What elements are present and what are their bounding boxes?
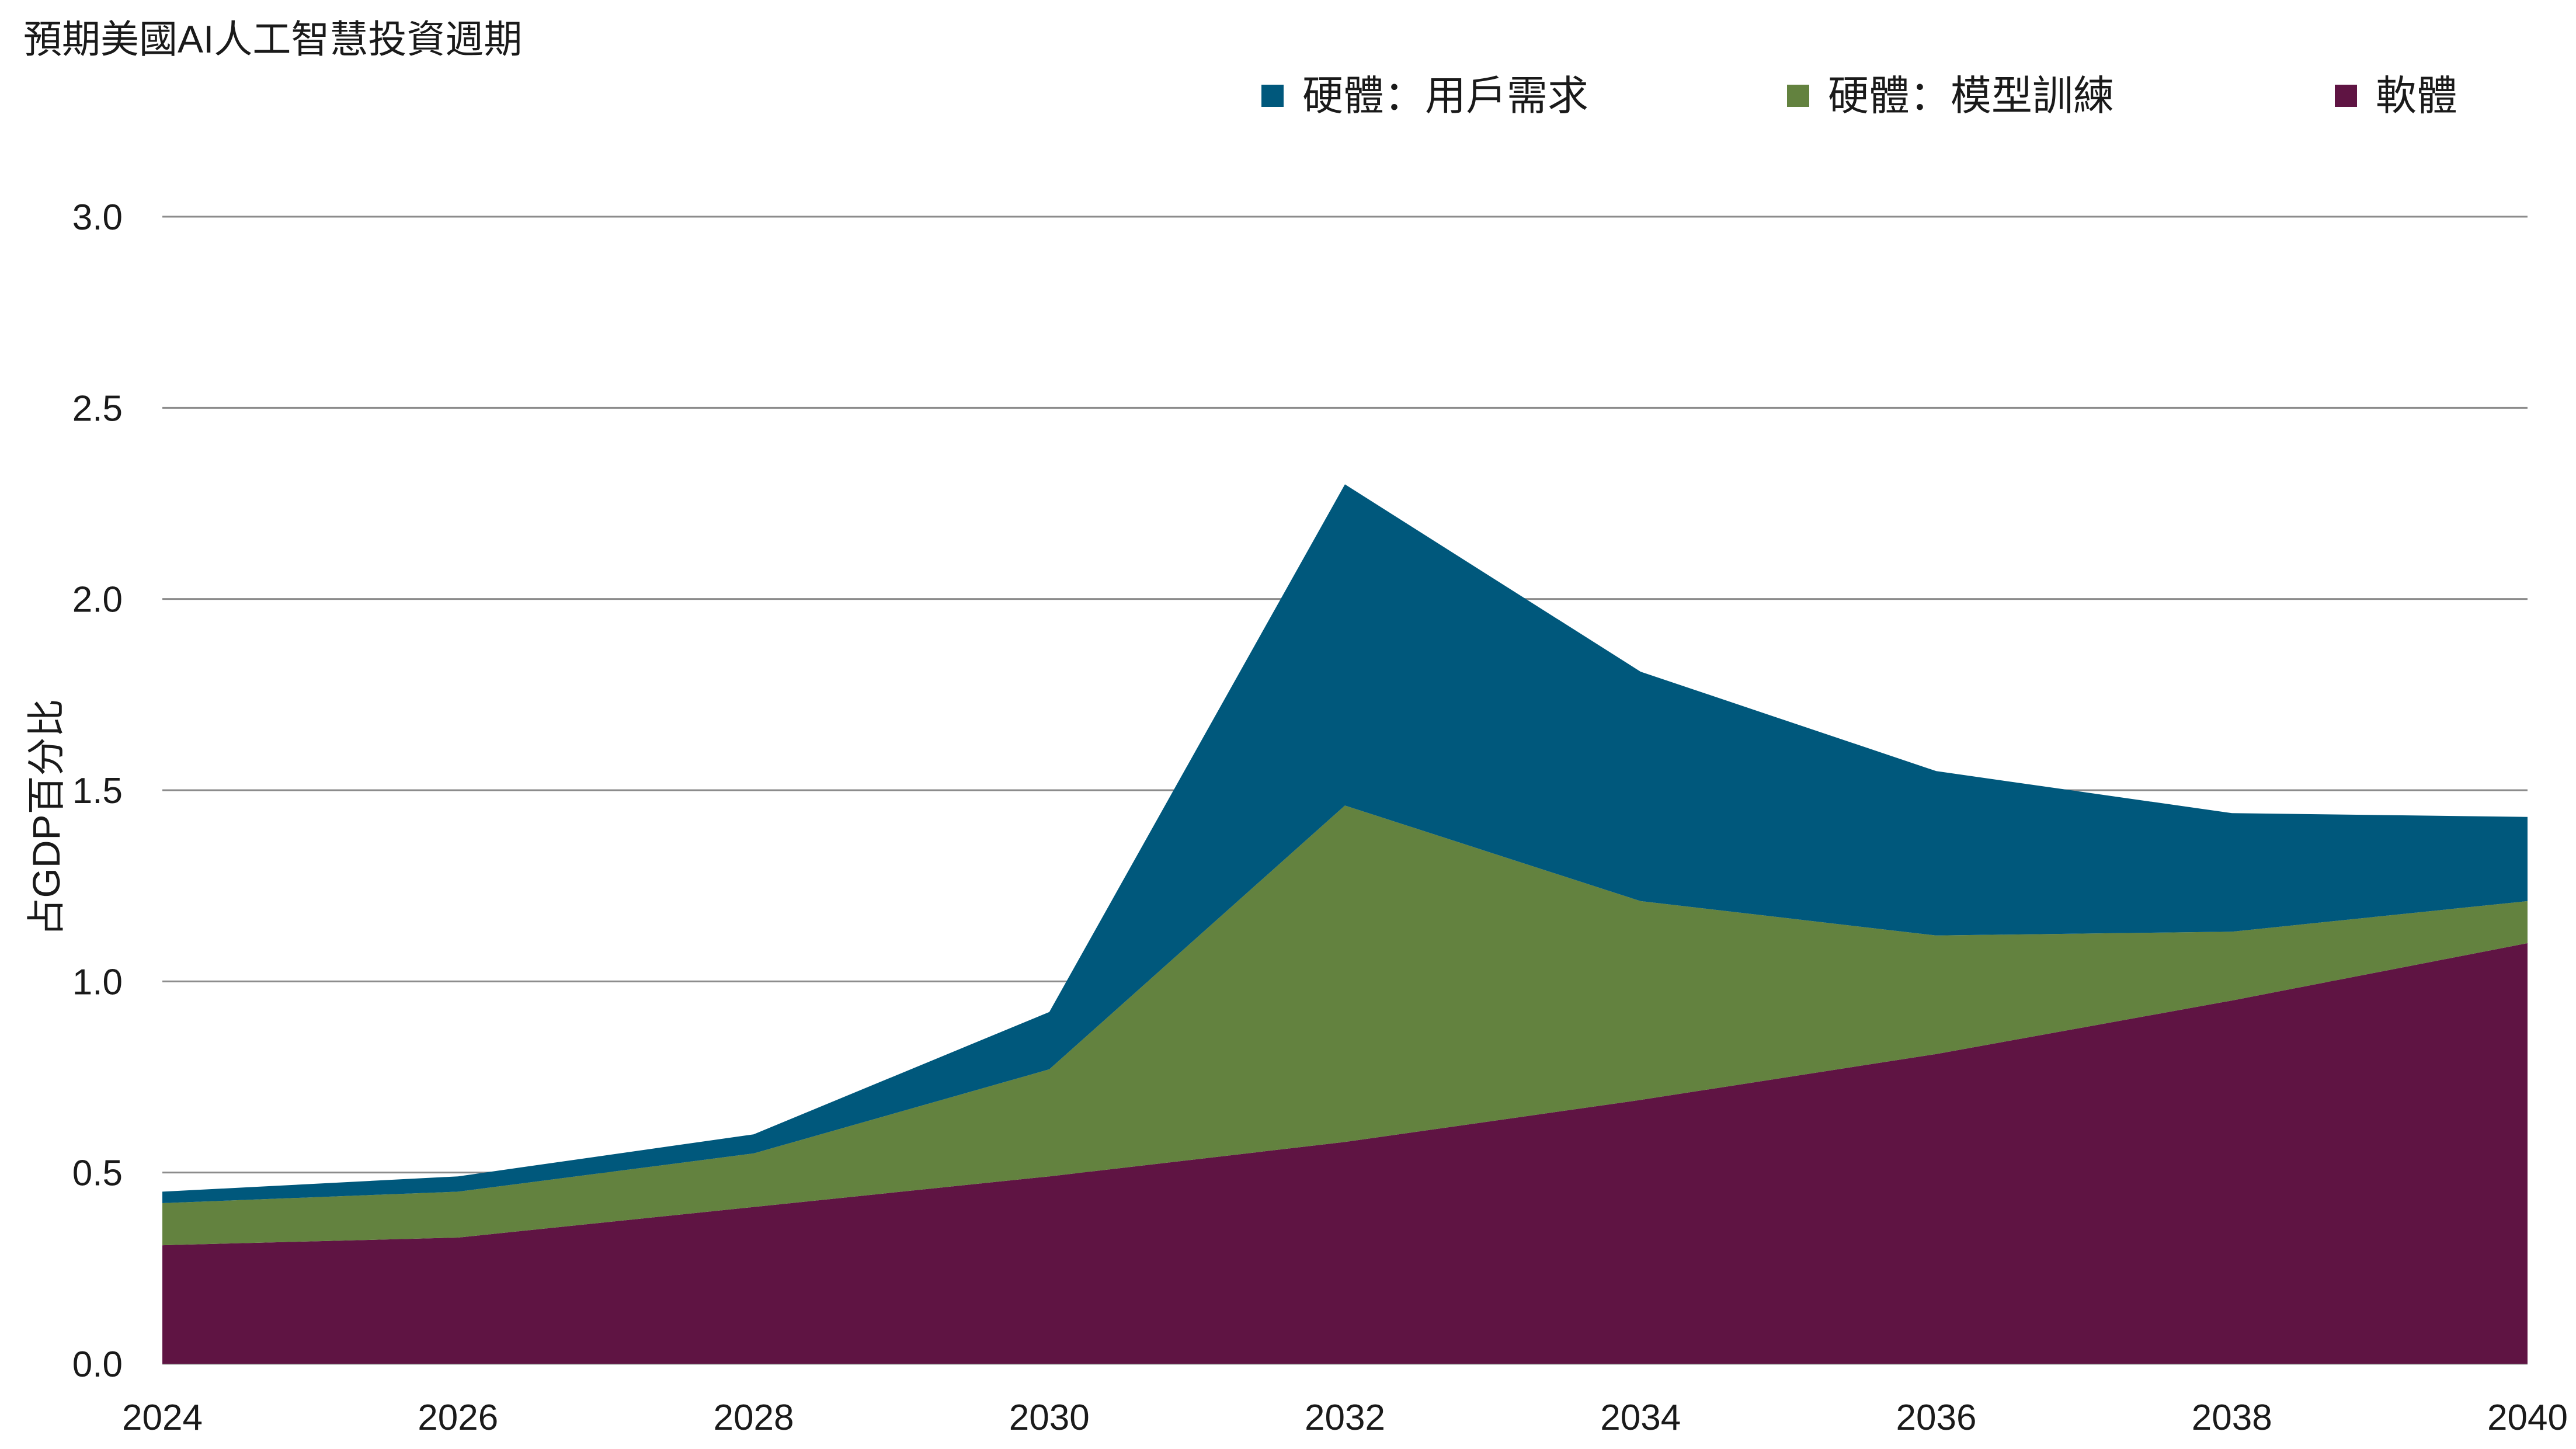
- area-hardware-user-demand: [162, 484, 2528, 1203]
- legend-swatch: [1787, 85, 1809, 107]
- x-tick-label: 2030: [1009, 1398, 1090, 1438]
- area-hardware-training: [162, 805, 2528, 1246]
- legend-item: 硬體：模型訓練: [1787, 73, 2114, 119]
- y-tick-label: 1.0: [72, 962, 123, 1002]
- x-tick-label: 2024: [122, 1398, 203, 1438]
- x-tick-label: 2038: [2192, 1398, 2272, 1438]
- x-tick-label: 2040: [2487, 1398, 2568, 1438]
- chart-title: 預期美國AI人工智慧投資週期: [23, 18, 522, 61]
- legend-swatch: [1261, 85, 1284, 107]
- legend-label: 硬體：模型訓練: [1828, 73, 2114, 119]
- legend-swatch: [2335, 85, 2357, 107]
- x-tick-label: 2036: [1896, 1398, 1977, 1438]
- x-tick-label: 2028: [714, 1398, 794, 1438]
- y-axis-title: 占GDP百分比: [25, 699, 68, 936]
- y-tick-label: 2.0: [72, 580, 123, 620]
- y-tick-label: 2.5: [72, 388, 123, 429]
- area-series: [162, 484, 2528, 1364]
- x-tick-label: 2026: [418, 1398, 498, 1438]
- y-tick-label: 1.5: [72, 771, 123, 811]
- y-tick-label: 0.0: [72, 1344, 123, 1385]
- legend-item: 軟體: [2335, 73, 2457, 119]
- x-axis-tick-labels: 2024 2026 2028 2030 2032 2034 2036 2038 2040: [122, 1398, 2568, 1438]
- y-tick-label: 0.5: [72, 1153, 123, 1194]
- y-tick-label: 3.0: [72, 197, 123, 238]
- legend: 硬體：用戶需求 硬體：模型訓練 軟體: [1261, 73, 2457, 119]
- x-tick-label: 2034: [1600, 1398, 1681, 1438]
- x-tick-label: 2032: [1305, 1398, 1385, 1438]
- legend-item: 硬體：用戶需求: [1261, 73, 1588, 119]
- legend-label: 軟體: [2376, 73, 2457, 119]
- area-software: [162, 943, 2528, 1364]
- y-axis-tick-labels: 0.0 0.5 1.0 1.5 2.0 2.5 3.0: [72, 197, 123, 1385]
- legend-label: 硬體：用戶需求: [1302, 73, 1588, 119]
